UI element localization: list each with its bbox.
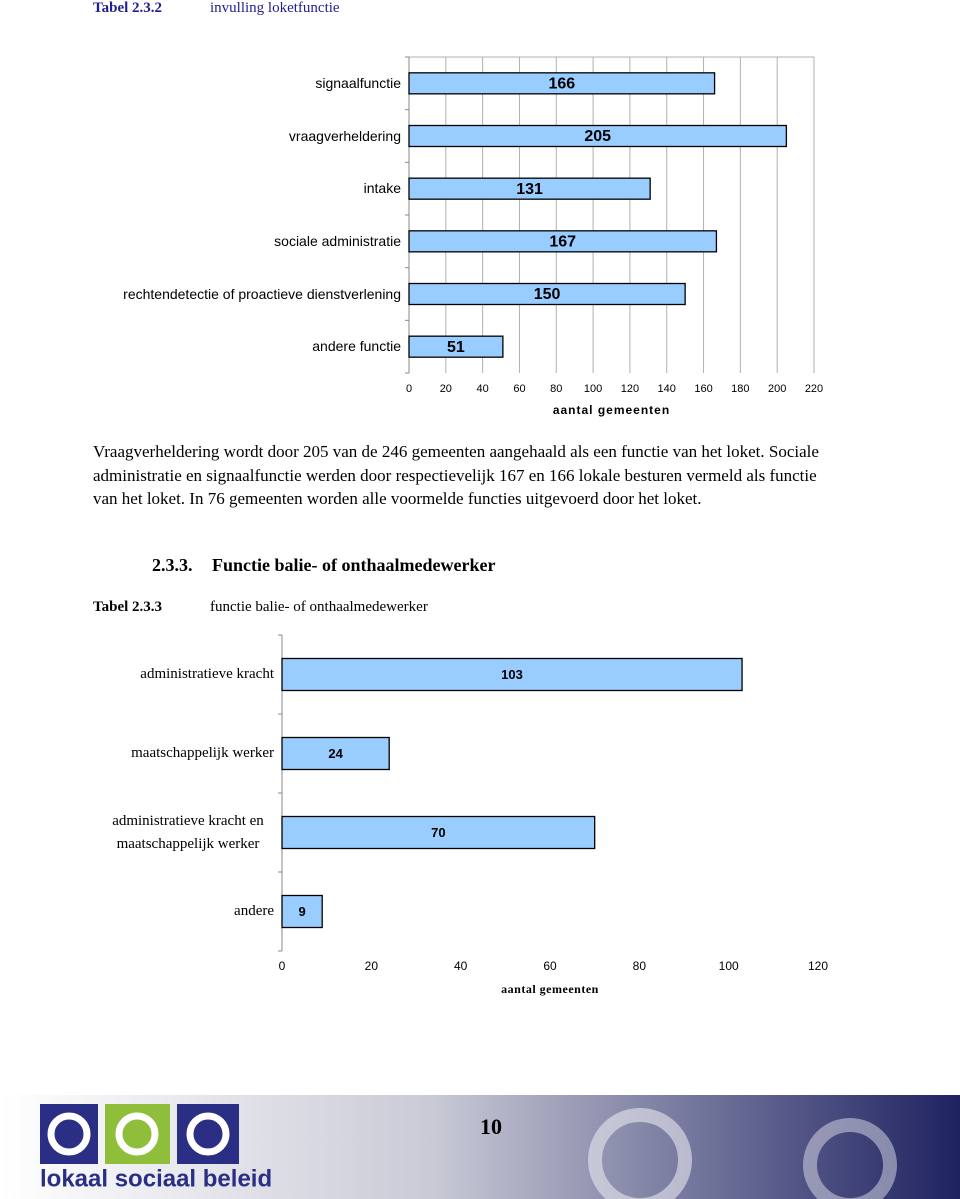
x-tick-label: 40 [477,383,489,395]
category-label: administratieve kracht [140,666,274,682]
x-tick-label: 120 [808,959,828,973]
x-tick-label: 140 [658,383,676,395]
value-label: 51 [447,339,465,356]
x-tick-label: 80 [550,383,562,395]
table-label: Tabel 2.3.2 [93,0,163,16]
category-label: andere functie [312,338,401,355]
value-label: 150 [534,286,561,303]
footer-decoration [588,1108,692,1199]
section-number: 2.3.3. [152,555,193,575]
bar [408,335,504,358]
page-number: 10 [480,1114,502,1139]
x-tick-label: 20 [365,959,379,973]
bar [408,230,718,253]
bar [408,72,716,95]
value-label: 70 [431,825,445,840]
table-label: Tabel 2.3.3 [93,599,163,615]
value-label: 131 [516,181,543,198]
value-label: 103 [501,667,523,682]
bar [281,657,743,692]
x-tick-label: 0 [406,383,412,395]
paragraph: Vraagverheldering wordt door 205 van de … [93,442,819,508]
x-tick-label: 20 [440,383,452,395]
logo-mark [115,1112,159,1156]
x-tick-label: 0 [279,959,286,973]
category-label: administratieve kracht en maatschappelij… [112,812,264,852]
category-label: rechtendetectie of proactieve dienstverl… [123,285,401,302]
footer-decoration [803,1118,897,1199]
value-label: 167 [549,234,576,251]
value-label: 166 [548,76,575,93]
x-tick-label: 200 [768,383,786,395]
category-label: signaalfunctie [315,74,401,91]
x-tick-label: 120 [621,383,639,395]
value-label: 24 [328,746,343,761]
x-tick-label: 220 [805,383,823,395]
section-title: Functie balie- of onthaalmedewerker [212,555,496,575]
category-label: sociale administratie [274,232,401,249]
x-tick-label: 80 [633,959,647,973]
logo-mark [47,1112,91,1156]
x-tick-label: 100 [584,383,602,395]
x-tick-label: 160 [694,383,712,395]
x-tick-label: 60 [543,959,557,973]
category-label: maatschappelijk werker [131,745,274,761]
value-label: 205 [584,128,611,145]
bar [281,894,323,929]
category-label: vraagverheldering [288,127,401,144]
value-label: 9 [298,904,305,919]
x-tick-label: 180 [731,383,749,395]
category-label: intake [363,180,401,197]
table-title: functie balie- of onthaalmedewerker [210,599,428,615]
logo-mark [186,1112,230,1156]
bar [408,177,651,200]
bar [281,736,390,771]
bar [408,124,788,148]
bar [408,282,686,306]
x-tick-label: 40 [454,959,468,973]
axis-title: aantal gemeenten [553,403,670,417]
axis-title: aantal gemeenten [501,982,599,996]
table-title: invulling loketfunctie [210,0,340,16]
category-label: andere [234,903,274,919]
x-tick-label: 60 [513,383,525,395]
x-tick-label: 100 [719,959,739,973]
bar [281,815,596,850]
logo-text: lokaal sociaal beleid [40,1165,272,1192]
